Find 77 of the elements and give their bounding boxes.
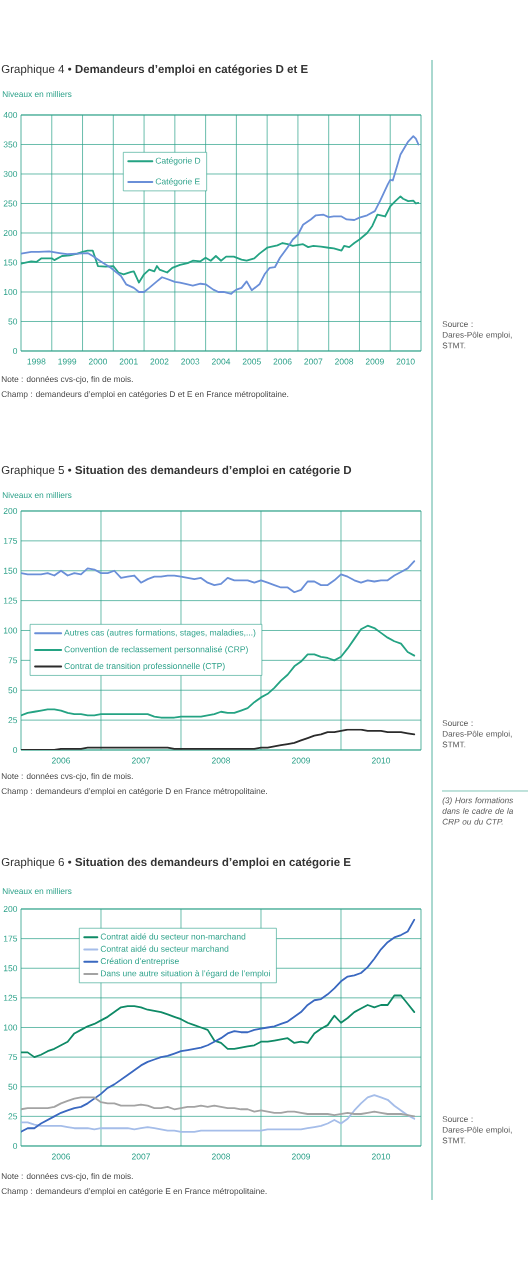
y-tick-label: 75 — [8, 1054, 18, 1061]
text: Note : données cvs-cjo, fin de mois. — [1, 375, 133, 384]
line-series — [21, 994, 416, 1059]
x-tick-label: 2007 — [304, 358, 323, 365]
legend-label: Catégorie D — [155, 157, 201, 166]
x-tick-label: 2005 — [242, 358, 261, 365]
x-tick-label: 2001 — [119, 358, 138, 365]
x-tick-label: 2010 — [371, 757, 391, 764]
y-tick-label: 150 — [3, 965, 18, 972]
text: (3) Hors formations dans le cadre de la CRP ou du CTP. — [442, 797, 514, 825]
x-tick-label: 2007 — [131, 757, 151, 764]
y-tick-label: 100 — [3, 627, 18, 634]
y-tick-label: 0 — [13, 746, 18, 753]
y-tick-label: 175 — [3, 935, 18, 942]
text: Note : données cvs-cjo, fin de mois. — [1, 772, 133, 781]
y-axis-title: Niveaux en milliers — [2, 491, 72, 499]
x-tick-label: 2009 — [365, 358, 384, 365]
y-tick-label: 0 — [13, 1143, 18, 1149]
x-tick-label: 2002 — [150, 358, 169, 365]
y-tick-label: 200 — [3, 229, 18, 236]
source-note: Source : Dares-Pôle emploi, STMT. — [442, 1116, 512, 1144]
x-tick-label: 2007 — [131, 1153, 151, 1160]
line-series — [21, 135, 420, 295]
y-tick-label: 200 — [3, 507, 18, 514]
y-tick-label: 100 — [3, 1024, 18, 1031]
source-note: Source : Dares-Pôle emploi, STMT. — [442, 720, 512, 748]
legend-label: Contrat de transition professionnelle (CTP) — [64, 662, 225, 671]
y-tick-label: 125 — [3, 597, 18, 604]
x-tick-label: 2010 — [371, 1153, 391, 1160]
chart-title: Graphique 4 • Demandeurs d’emploi en catégories D et E — [1, 64, 308, 76]
y-tick-label: 50 — [8, 687, 18, 694]
x-tick-label: 1998 — [27, 358, 46, 365]
x-tick-label: 2009 — [291, 1153, 311, 1160]
x-tick-label: 2006 — [273, 358, 292, 365]
x-tick-label: 2008 — [211, 757, 231, 764]
text: Note : données cvs-cjo, fin de mois. — [1, 1172, 133, 1181]
x-tick-label: 2000 — [88, 358, 108, 365]
x-tick-label: 2009 — [291, 757, 311, 764]
y-tick-label: 300 — [3, 170, 18, 177]
y-tick-label: 25 — [8, 717, 18, 724]
chart-title: Graphique 6 • Situation des demandeurs d’emploi en catégorie E — [1, 857, 351, 869]
legend-label: Catégorie E — [155, 178, 200, 187]
text: Champ : demandeurs d’emploi en catégorie D en France métropolitaine. — [1, 787, 267, 796]
x-tick-label: 2010 — [396, 358, 415, 365]
y-tick-label: 250 — [3, 200, 18, 207]
legend-label: Dans une autre situation à l’égard de l’emploi — [100, 970, 270, 979]
x-tick-label: 2003 — [181, 358, 200, 365]
chart-title: Graphique 5 • Situation des demandeurs d’emploi en catégorie D — [1, 465, 352, 477]
y-tick-label: 400 — [3, 111, 18, 118]
legend-label: Création d’entreprise — [100, 957, 179, 966]
y-axis-title: Niveaux en milliers — [2, 90, 72, 98]
x-tick-label: 2006 — [51, 1153, 71, 1160]
source-note: Source : Dares-Pôle emploi, STMT. — [442, 321, 512, 349]
y-tick-label: 175 — [3, 537, 18, 544]
text: Champ : demandeurs d’emploi en catégories D et E en France métropolitaine. — [1, 390, 289, 399]
legend-label: Contrat aidé du secteur marchand — [100, 945, 229, 952]
y-tick-label: 100 — [3, 288, 18, 295]
y-tick-label: 200 — [3, 906, 18, 912]
legend-label: Autres cas (autres formations, stages, maladies,...) — [64, 629, 256, 638]
x-tick-label: 2008 — [335, 358, 354, 365]
x-tick-label: 2006 — [51, 757, 71, 764]
legend-label: Convention de reclassement personnalisé (CRP) — [64, 646, 248, 655]
y-tick-label: 350 — [3, 141, 18, 148]
y-tick-label: 150 — [3, 567, 18, 574]
legend-label: Contrat aidé du secteur non-marchand — [100, 933, 246, 940]
text: Champ : demandeurs d’emploi en catégorie E en France métropolitaine. — [1, 1187, 267, 1196]
y-tick-label: 125 — [3, 994, 18, 1001]
y-tick-label: 50 — [8, 318, 18, 325]
y-tick-label: 50 — [8, 1083, 18, 1090]
y-tick-label: 0 — [13, 347, 18, 354]
x-tick-label: 2004 — [211, 358, 231, 365]
y-tick-label: 150 — [3, 259, 18, 266]
x-tick-label: 2008 — [211, 1153, 231, 1160]
y-tick-label: 25 — [8, 1113, 18, 1120]
y-axis-title: Niveaux en milliers — [2, 887, 72, 895]
y-tick-label: 75 — [8, 657, 18, 664]
x-tick-label: 1999 — [58, 358, 77, 365]
